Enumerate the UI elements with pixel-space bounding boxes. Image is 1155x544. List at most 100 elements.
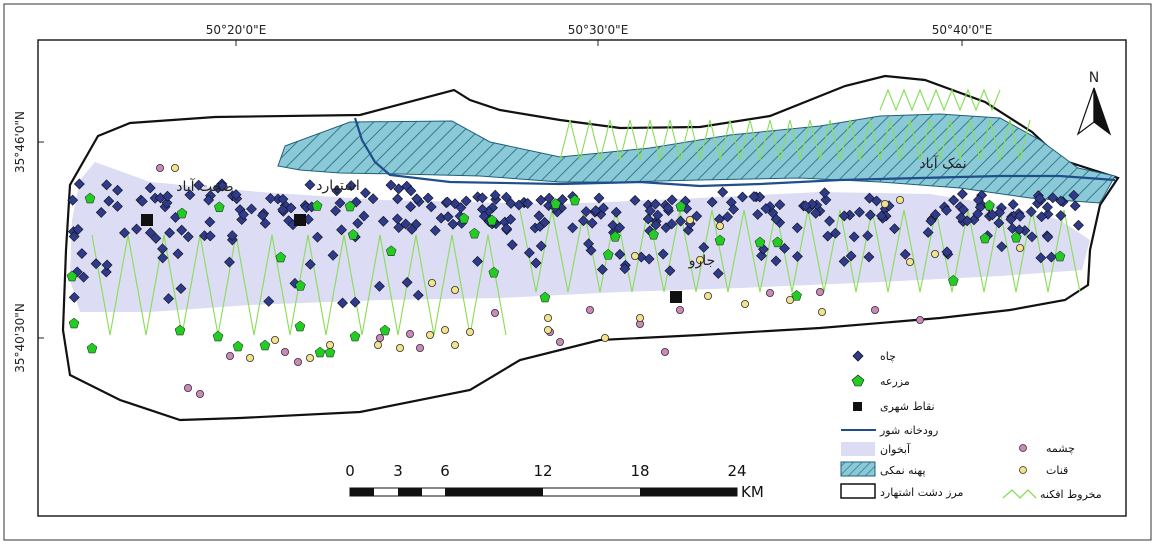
fan-line <box>879 88 1001 112</box>
farm-marker <box>295 279 306 291</box>
qanat-marker <box>631 251 640 260</box>
lat-label-2: 35°40'30"N <box>13 303 27 373</box>
spring-marker <box>586 305 595 314</box>
qanat-marker <box>465 327 474 336</box>
lon-label-3: 50°40'0"E <box>932 23 993 37</box>
well-marker <box>822 230 834 242</box>
legend-urban-icon <box>853 402 862 411</box>
legend-aquifer: آبخوان <box>880 442 911 456</box>
well-marker <box>728 203 739 215</box>
well-marker <box>78 271 90 283</box>
farm-marker <box>324 346 336 358</box>
well-marker <box>203 194 215 206</box>
well-marker <box>871 195 883 207</box>
well-marker <box>352 217 364 229</box>
spring-marker <box>676 305 685 314</box>
qanat-marker <box>270 335 279 344</box>
farm-marker <box>176 207 188 219</box>
scale-tick-12: 12 <box>533 462 552 480</box>
well-marker <box>119 227 130 239</box>
qanat-marker <box>325 340 334 349</box>
legend-fan-icon <box>1002 489 1037 499</box>
farm-marker <box>648 228 659 240</box>
well-marker <box>657 248 669 260</box>
spring-marker <box>661 347 670 356</box>
well-marker <box>204 230 216 242</box>
well-marker <box>1034 193 1046 205</box>
well-marker <box>163 293 174 304</box>
well-marker <box>505 213 517 225</box>
well-marker <box>649 198 661 210</box>
well-marker <box>577 215 589 227</box>
well-marker <box>955 212 967 223</box>
spring-marker <box>766 288 775 297</box>
scale-tick-0: 0 <box>345 462 355 480</box>
well-marker <box>385 179 397 191</box>
well-marker <box>791 222 803 234</box>
well-marker <box>392 213 403 225</box>
qanat-marker <box>450 340 459 349</box>
well-marker <box>614 248 626 260</box>
well-marker <box>392 193 403 205</box>
north-arrow-icon: N <box>1076 70 1112 136</box>
well-marker <box>224 256 235 268</box>
well-marker <box>72 223 84 235</box>
qanat-marker <box>704 291 713 300</box>
aquifer-zone <box>70 162 1090 312</box>
farm-marker <box>344 200 356 212</box>
spring-marker <box>415 343 424 352</box>
well-marker <box>500 191 512 203</box>
well-marker <box>182 231 194 243</box>
river-shour <box>353 117 1116 188</box>
well-marker <box>400 218 412 230</box>
north-label: N <box>1089 70 1099 86</box>
well-marker <box>666 218 678 230</box>
well-marker <box>73 178 85 190</box>
well-marker <box>1025 206 1037 218</box>
well-marker <box>854 206 865 218</box>
well-marker <box>476 192 488 204</box>
well-marker <box>393 183 405 195</box>
farm-marker <box>458 212 470 224</box>
qanat-marker <box>686 215 695 224</box>
well-marker <box>748 191 760 202</box>
well-marker <box>629 194 641 206</box>
legend-urban: نقاط شهری <box>880 400 935 413</box>
well-marker <box>986 209 998 221</box>
well-marker <box>619 263 631 275</box>
qanat-marker <box>373 340 382 349</box>
qanat-marker <box>425 330 434 339</box>
well-marker <box>642 213 654 225</box>
well-marker <box>358 210 370 222</box>
farm-marker <box>609 230 621 242</box>
well-marker <box>664 265 676 277</box>
well-marker <box>304 179 316 191</box>
farm-marker <box>550 198 561 209</box>
well-marker <box>259 217 271 229</box>
well-marker <box>76 248 88 259</box>
well-marker <box>442 211 454 223</box>
well-marker <box>583 238 594 250</box>
well-marker <box>539 216 551 228</box>
well-marker <box>257 210 268 221</box>
well-marker <box>489 189 501 201</box>
well-marker <box>101 259 113 271</box>
well-marker <box>864 209 876 221</box>
well-marker <box>101 179 113 191</box>
well-marker <box>941 204 952 216</box>
well-marker <box>973 194 984 206</box>
place-namakabad: نمک آباد <box>919 155 966 172</box>
qanat-marker <box>427 278 436 287</box>
legend-aquifer-icon <box>841 442 875 456</box>
well-marker <box>779 242 790 254</box>
well-marker <box>285 202 297 214</box>
well-marker <box>863 251 875 263</box>
well-marker <box>349 296 361 308</box>
place-sohhatabad: صحت آباد <box>176 178 233 195</box>
well-marker <box>377 215 389 227</box>
well-marker <box>161 197 173 209</box>
well-marker <box>131 223 143 235</box>
well-marker <box>792 250 803 262</box>
well-marker <box>899 248 911 260</box>
legend-qanat: قنات <box>1046 464 1068 477</box>
